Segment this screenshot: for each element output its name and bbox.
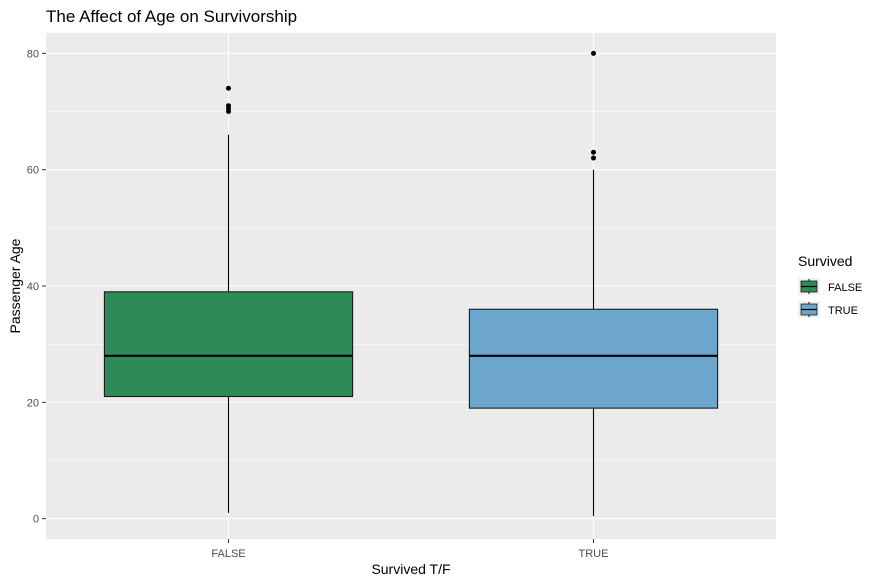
x-axis-title: Survived T/F: [371, 561, 450, 577]
outlier-point: [591, 155, 596, 161]
box-false: [103, 85, 354, 513]
box-iqr: [468, 308, 719, 409]
box-iqr: [103, 291, 354, 398]
outlier-point: [226, 85, 231, 91]
y-tick-label: 20: [27, 397, 39, 409]
y-tick-label: 0: [33, 514, 39, 526]
legend-key-false: [798, 278, 820, 295]
legend-key-true: [798, 301, 820, 318]
outlier-point: [591, 149, 596, 155]
x-axis: FALSE TRUE: [211, 539, 608, 560]
x-tick-label: FALSE: [211, 548, 245, 560]
outlier-point: [591, 50, 596, 56]
y-axis-title: Passenger Age: [7, 238, 23, 333]
legend-label: TRUE: [828, 305, 858, 317]
y-tick-label: 40: [27, 281, 39, 293]
plot-title: The Affect of Age on Survivorship: [46, 7, 297, 26]
box-true: [468, 50, 719, 517]
legend-label: FALSE: [828, 282, 862, 294]
legend-title: Survived: [798, 253, 852, 269]
legend: Survived FALSE TRUE: [798, 253, 862, 318]
y-tick-label: 60: [27, 165, 39, 177]
y-tick-label: 80: [27, 48, 39, 60]
x-tick-label: TRUE: [579, 548, 609, 560]
outlier-point: [226, 103, 231, 109]
boxes-layer: [103, 50, 719, 517]
y-axis: 0 20 40 60 80: [27, 48, 46, 526]
